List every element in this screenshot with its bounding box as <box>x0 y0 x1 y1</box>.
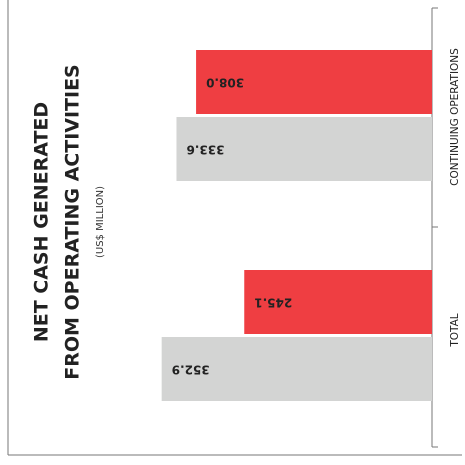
category-label: TOTAL <box>449 313 461 347</box>
bar <box>176 117 432 181</box>
value-label: 308.0 <box>206 76 244 90</box>
value-label: 352.9 <box>172 363 210 377</box>
chart-title: NET CASH GENERATED <box>31 102 53 342</box>
chart-subtitle: (US$ MILLION) <box>95 186 106 258</box>
category-label: CONTINUING OPERATIONS <box>449 48 461 186</box>
bar <box>196 50 432 114</box>
chart-title: FROM OPERATING ACTIVITIES <box>62 64 84 380</box>
value-label: 333.6 <box>186 143 224 157</box>
value-label: 245.1 <box>254 296 292 310</box>
bar <box>244 270 432 334</box>
bar <box>161 337 433 401</box>
